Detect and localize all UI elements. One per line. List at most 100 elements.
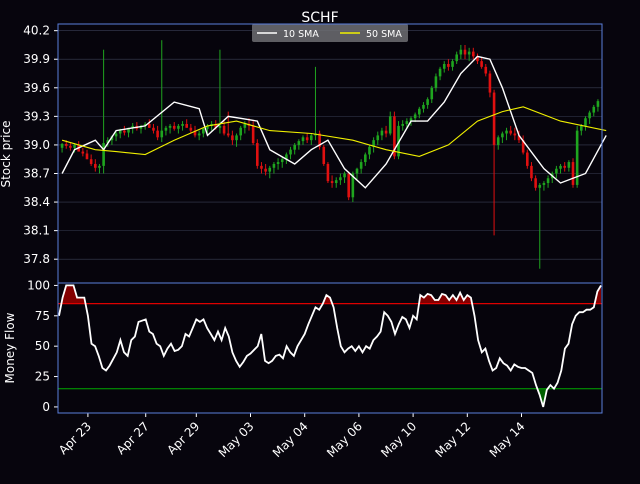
- candle-body: [280, 159, 284, 163]
- candle-body: [222, 125, 226, 134]
- candle-body: [426, 99, 429, 105]
- candle-body: [364, 154, 367, 163]
- x-tick-label: May 04: [270, 419, 311, 460]
- candle-body: [509, 130, 512, 134]
- candle-body: [347, 173, 350, 198]
- candle-body: [218, 125, 222, 128]
- candle-body: [418, 108, 421, 115]
- money-flow-y-tick-label: 75: [35, 309, 50, 323]
- candle-body: [285, 154, 288, 160]
- candle-body: [355, 168, 359, 174]
- candle-body: [563, 165, 566, 168]
- candle-body: [127, 127, 130, 133]
- candle-body: [430, 87, 434, 100]
- x-tick-label: May 10: [378, 419, 419, 460]
- candle-body: [575, 130, 579, 185]
- candle-body: [472, 51, 475, 57]
- candle-body: [343, 173, 346, 178]
- candle-body: [351, 173, 355, 198]
- candle-body: [442, 63, 446, 69]
- candle-body: [372, 140, 375, 147]
- sma-line-10: [61, 55, 607, 189]
- candle-body: [131, 125, 134, 128]
- candle-body: [226, 133, 230, 136]
- candle-body: [326, 163, 330, 182]
- candle-body: [73, 144, 76, 148]
- candle-body: [505, 130, 508, 134]
- candle-body: [397, 125, 400, 157]
- candle-body: [571, 162, 575, 185]
- candle-body: [339, 177, 342, 181]
- candle-body: [143, 123, 147, 126]
- candle-body: [359, 162, 363, 169]
- candle-body: [106, 140, 110, 144]
- candle-body: [376, 135, 380, 141]
- candle-body: [538, 184, 542, 188]
- candle-body: [139, 125, 143, 129]
- candle-body: [148, 123, 151, 128]
- money-flow-y-axis-label: Money Flow: [3, 312, 17, 383]
- money-flow-panel-frame: [57, 282, 603, 414]
- overbought-fill: [61, 285, 86, 304]
- x-tick-label: Apr 29: [164, 419, 202, 457]
- candle-body: [530, 165, 533, 179]
- candle-body: [185, 123, 188, 128]
- candle-body: [214, 123, 218, 128]
- candle-body: [206, 125, 209, 129]
- candle-body: [94, 163, 97, 168]
- x-tick-label: May 14: [487, 419, 528, 460]
- candle-body: [102, 143, 105, 166]
- candle-body: [310, 135, 313, 141]
- candle-body: [438, 68, 442, 77]
- candle-body: [447, 63, 450, 67]
- money-flow-y-tick-label: 100: [27, 278, 50, 292]
- candle-body: [118, 130, 122, 134]
- price-y-tick-label: 39.6: [23, 81, 50, 95]
- candle-body: [81, 151, 85, 154]
- x-tick-label: May 03: [216, 419, 257, 460]
- candle-body: [334, 180, 338, 184]
- price-y-tick-label: 37.8: [23, 252, 50, 266]
- candle-body: [123, 130, 126, 133]
- legend-label-10-sma: 10 SMA: [283, 29, 319, 40]
- candle-body: [459, 49, 463, 55]
- candle-body: [260, 165, 263, 169]
- candle-body: [480, 61, 483, 67]
- candle-body: [231, 135, 234, 141]
- candle-body: [580, 125, 583, 131]
- candle-body: [251, 125, 255, 144]
- candle-body: [330, 181, 334, 184]
- candle-body: [526, 152, 529, 166]
- money-flow-y-tick-label: 0: [42, 400, 50, 414]
- candle-body: [555, 168, 558, 174]
- candle-body: [501, 133, 504, 138]
- candle-body: [322, 146, 326, 164]
- candle-body: [172, 125, 176, 129]
- candle-body: [592, 106, 596, 113]
- candle-body: [60, 143, 64, 148]
- candle-body: [197, 133, 201, 136]
- candle-body: [297, 141, 301, 145]
- candle-body: [559, 165, 562, 169]
- candle-body: [293, 144, 296, 150]
- candle-body: [368, 146, 371, 155]
- candle-body: [156, 130, 159, 138]
- price-y-tick-label: 38.1: [23, 224, 50, 238]
- candle-body: [98, 165, 101, 168]
- candle-body: [272, 163, 276, 168]
- candle-body: [114, 133, 118, 137]
- candle-body: [517, 135, 521, 141]
- candle-body: [380, 130, 384, 136]
- candle-body: [189, 127, 193, 131]
- candle-body: [584, 118, 587, 126]
- candle-body: [69, 145, 72, 148]
- chart-title: SCHF: [301, 10, 338, 26]
- candle-body: [413, 114, 417, 119]
- candle-body: [243, 123, 247, 128]
- x-tick-label: May 12: [432, 419, 473, 460]
- candle-body: [64, 143, 68, 146]
- candle-body: [588, 112, 591, 119]
- legend-label-50-sma: 50 SMA: [366, 29, 402, 40]
- candle-body: [542, 183, 546, 185]
